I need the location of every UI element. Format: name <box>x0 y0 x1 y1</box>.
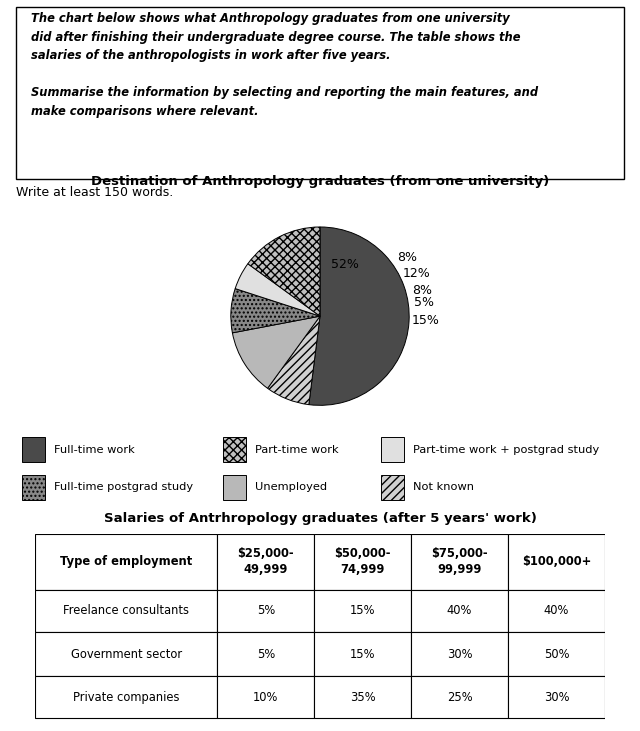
Text: Unemployed: Unemployed <box>255 482 327 492</box>
Wedge shape <box>248 227 320 316</box>
Bar <box>508 676 605 718</box>
Bar <box>35 589 218 632</box>
Text: 30%: 30% <box>447 648 472 661</box>
Text: $25,000-
49,999: $25,000- 49,999 <box>237 547 294 576</box>
Bar <box>508 589 605 632</box>
Text: 25%: 25% <box>447 691 472 704</box>
Text: 35%: 35% <box>350 691 376 704</box>
Wedge shape <box>231 289 320 333</box>
FancyBboxPatch shape <box>223 474 246 500</box>
FancyBboxPatch shape <box>381 437 404 463</box>
Text: 8%: 8% <box>412 284 432 298</box>
FancyBboxPatch shape <box>381 474 404 500</box>
Bar <box>218 632 314 676</box>
FancyBboxPatch shape <box>22 437 45 463</box>
Bar <box>218 534 314 589</box>
Text: $75,000-
99,999: $75,000- 99,999 <box>431 547 488 576</box>
Text: 15%: 15% <box>350 605 376 618</box>
FancyBboxPatch shape <box>16 7 624 179</box>
Text: Type of employment: Type of employment <box>60 555 193 568</box>
Wedge shape <box>232 316 320 388</box>
Bar <box>218 589 314 632</box>
Text: Part-time work + postgrad study: Part-time work + postgrad study <box>413 444 599 455</box>
Bar <box>411 534 508 589</box>
Text: 15%: 15% <box>350 648 376 661</box>
Text: Part-time work: Part-time work <box>255 444 339 455</box>
Bar <box>411 676 508 718</box>
Text: Not known: Not known <box>413 482 474 492</box>
FancyBboxPatch shape <box>22 474 45 500</box>
Text: 5%: 5% <box>414 296 435 309</box>
Wedge shape <box>309 227 409 405</box>
Text: 15%: 15% <box>411 314 439 327</box>
Wedge shape <box>268 316 320 405</box>
Bar <box>411 632 508 676</box>
Bar <box>35 534 218 589</box>
Text: Full-time work: Full-time work <box>54 444 135 455</box>
Title: Destination of Anthropology graduates (from one university): Destination of Anthropology graduates (f… <box>91 175 549 188</box>
Bar <box>314 632 411 676</box>
Text: 12%: 12% <box>403 267 430 280</box>
Text: 52%: 52% <box>332 257 359 270</box>
Text: 5%: 5% <box>257 648 275 661</box>
Bar <box>35 632 218 676</box>
Text: 40%: 40% <box>447 605 472 618</box>
Text: 30%: 30% <box>543 691 569 704</box>
Wedge shape <box>235 264 320 316</box>
Text: 10%: 10% <box>253 691 278 704</box>
Text: Write at least 150 words.: Write at least 150 words. <box>16 186 173 200</box>
Bar <box>35 676 218 718</box>
Text: $50,000-
74,999: $50,000- 74,999 <box>335 547 391 576</box>
Text: 5%: 5% <box>257 605 275 618</box>
Bar <box>314 676 411 718</box>
Bar <box>508 632 605 676</box>
Text: 50%: 50% <box>543 648 569 661</box>
Bar <box>411 589 508 632</box>
Text: Private companies: Private companies <box>73 691 180 704</box>
Text: Government sector: Government sector <box>71 648 182 661</box>
Text: 8%: 8% <box>397 251 417 264</box>
Bar <box>218 676 314 718</box>
Text: 40%: 40% <box>544 605 569 618</box>
FancyBboxPatch shape <box>223 437 246 463</box>
Text: Salaries of Antrhropology graduates (after 5 years' work): Salaries of Antrhropology graduates (aft… <box>104 512 536 525</box>
Text: Full-time postgrad study: Full-time postgrad study <box>54 482 193 492</box>
Text: $100,000+: $100,000+ <box>522 555 591 568</box>
Bar <box>314 589 411 632</box>
Bar <box>508 534 605 589</box>
Bar <box>314 534 411 589</box>
Text: Freelance consultants: Freelance consultants <box>63 605 189 618</box>
Text: The chart below shows what Anthropology graduates from one university
did after : The chart below shows what Anthropology … <box>31 12 538 118</box>
